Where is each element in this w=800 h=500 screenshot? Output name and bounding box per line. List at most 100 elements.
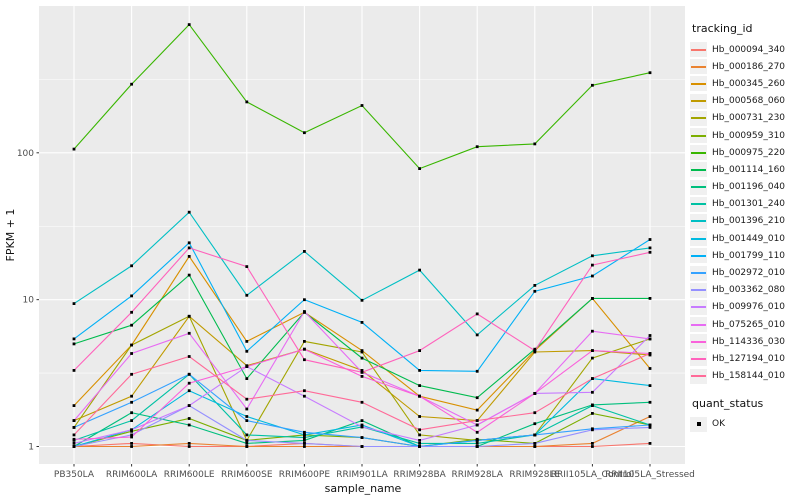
y-tick-label: 100 (17, 149, 34, 159)
axes: sample_name FPKM + 1 1 10 100 PB350LA RRIM60… (4, 149, 695, 495)
legend-point-swatch (696, 422, 701, 427)
legend-item-label: Hb_000094_340 (712, 44, 786, 55)
legend-key (690, 248, 707, 264)
data-point (72, 337, 76, 341)
legend-line-swatch (691, 100, 706, 103)
data-point (130, 428, 133, 432)
legend-item-label: Hb_000731_230 (712, 113, 786, 124)
data-point (648, 71, 652, 75)
data-point (533, 422, 537, 426)
data-point (475, 396, 479, 400)
data-point (130, 433, 133, 437)
data-point (303, 442, 306, 445)
legend-item-Hb_003362_080: Hb_003362_080 (690, 282, 798, 299)
data-point (130, 419, 133, 422)
legend-item-label: Hb_075265_010 (712, 319, 786, 330)
data-point (360, 104, 364, 107)
data-point (591, 377, 594, 380)
legend-item-label: Hb_000345_260 (712, 78, 786, 89)
data-point (72, 426, 76, 429)
x-tick-label: RRIM600LA (106, 470, 158, 480)
legend-item-label: Hb_001114_160 (712, 164, 786, 175)
data-point (130, 343, 133, 347)
legend-tracking-id-items: Hb_000094_340 Hb_000186_270 Hb_000345_260 H… (690, 41, 798, 385)
legend-line-swatch (691, 340, 706, 343)
data-point (303, 358, 306, 362)
data-point (187, 423, 191, 427)
data-point (418, 433, 421, 437)
data-point (245, 397, 249, 401)
legend-item-label: Hb_001799_110 (712, 250, 786, 261)
data-point (245, 445, 249, 448)
data-point (533, 442, 537, 445)
data-point (418, 442, 421, 445)
legend-key (690, 162, 707, 178)
legend-item-Hb_000094_340: Hb_000094_340 (690, 41, 798, 58)
data-point (245, 439, 249, 442)
data-point (187, 273, 191, 277)
legend-item-Hb_009976_010: Hb_009976_010 (690, 299, 798, 316)
legend-line-swatch (691, 151, 706, 154)
data-point (591, 263, 594, 267)
data-point (130, 82, 133, 86)
data-point (245, 419, 249, 422)
legend-item-Hb_000975_220: Hb_000975_220 (690, 144, 798, 161)
legend-item-Hb_001799_110: Hb_001799_110 (690, 247, 798, 264)
data-point (533, 392, 537, 395)
y-axis-title: FPKM + 1 (4, 209, 17, 262)
data-point (130, 411, 133, 415)
data-point (475, 423, 479, 427)
data-point (360, 436, 364, 439)
legend-line-swatch (691, 117, 706, 120)
data-point (245, 433, 249, 437)
data-point (591, 404, 594, 407)
legend-line-swatch (691, 203, 706, 206)
legend-line-swatch (691, 289, 706, 292)
legend-quant-status: quant_status OK (690, 397, 798, 433)
data-point (591, 349, 594, 352)
data-point (648, 352, 652, 355)
data-point (533, 284, 537, 287)
data-point (648, 297, 652, 300)
legend-item-label: Hb_003362_080 (712, 285, 786, 296)
legend-line-swatch (691, 237, 706, 240)
x-tick-label: RRIM928LE (509, 470, 560, 480)
legend-quant-status-items: OK (690, 416, 798, 433)
data-point (303, 298, 306, 302)
data-point (475, 145, 479, 149)
data-point (245, 340, 249, 343)
legend-item-label: Hb_000568_060 (712, 96, 786, 107)
data-point (72, 302, 76, 305)
legend-line-swatch (691, 168, 706, 171)
legend-item-label: Hb_001301_240 (712, 199, 786, 210)
data-point (187, 331, 191, 335)
legend-item-Hb_000345_260: Hb_000345_260 (690, 75, 798, 92)
data-point (648, 238, 652, 241)
data-points (72, 23, 652, 448)
legend-key (690, 42, 707, 58)
legend-item-Hb_075265_010: Hb_075265_010 (690, 316, 798, 333)
legend-line-swatch (691, 357, 706, 360)
legend-key (690, 59, 707, 75)
data-point (475, 333, 479, 337)
data-point (475, 439, 479, 442)
legend-line-swatch (691, 186, 706, 189)
y-tick-label: 10 (23, 296, 35, 306)
data-point (245, 415, 249, 418)
legend-key (690, 128, 707, 144)
legend-item-label: Hb_127194_010 (712, 353, 786, 364)
legend-key (690, 317, 707, 333)
legend-item-Hb_001114_160: Hb_001114_160 (690, 161, 798, 178)
data-point (187, 246, 191, 250)
gridlines (39, 6, 685, 464)
data-point (591, 390, 594, 394)
data-point (187, 314, 191, 318)
legend-key (690, 299, 707, 315)
legend-key (690, 265, 707, 281)
data-point (360, 419, 364, 422)
data-point (360, 350, 364, 354)
data-point (245, 442, 249, 445)
x-tick-label: RRIM901LA (336, 470, 388, 480)
data-point (648, 423, 652, 427)
